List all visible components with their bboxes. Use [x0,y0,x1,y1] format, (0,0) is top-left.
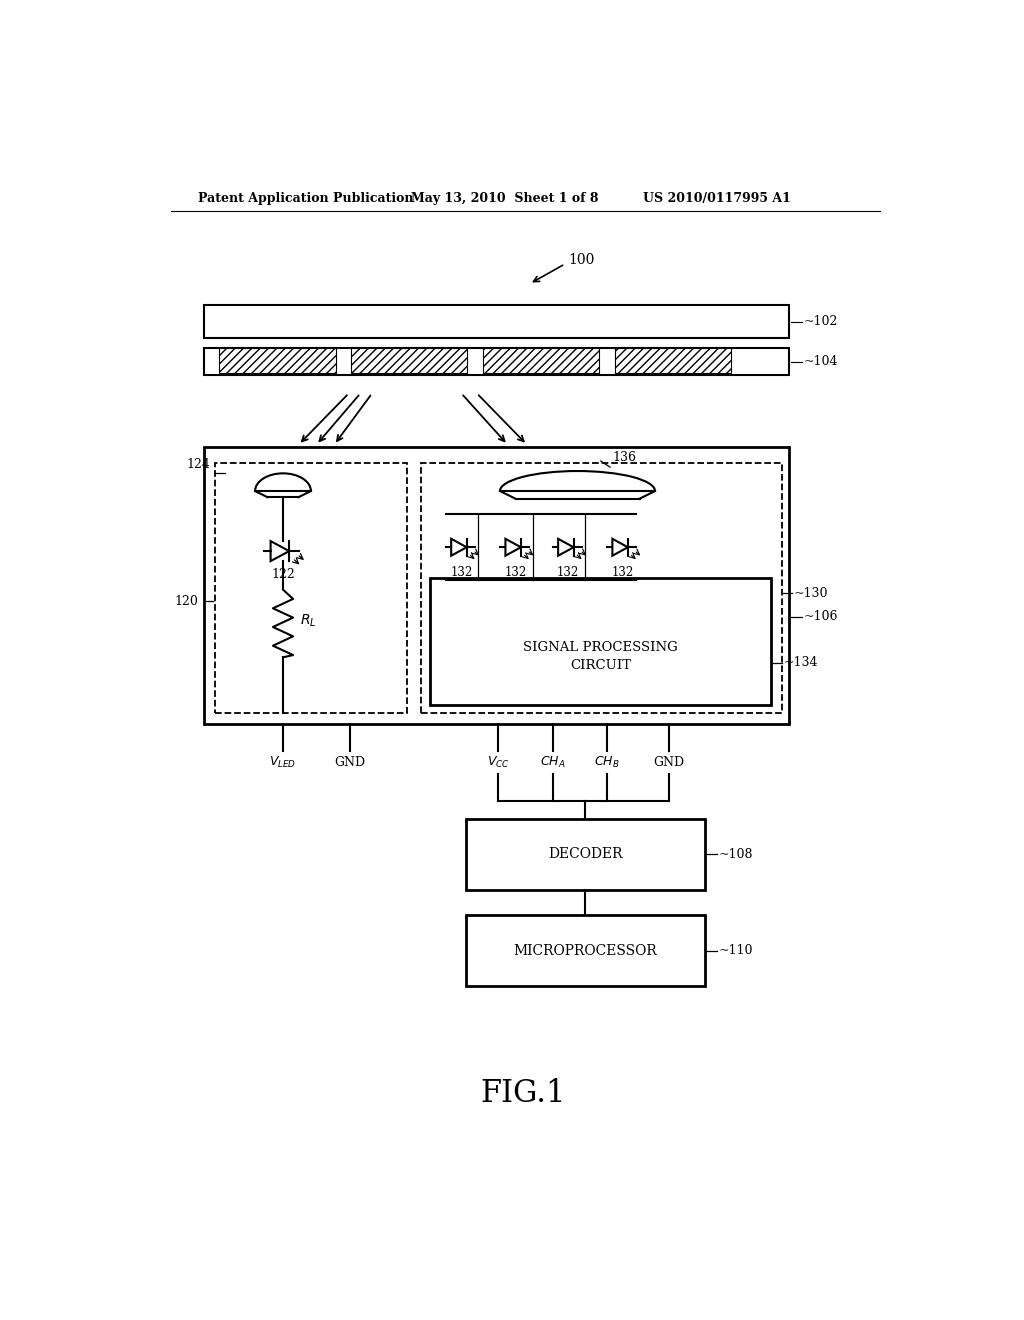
Text: 122: 122 [271,568,295,581]
Bar [219,348,336,374]
Text: 120: 120 [174,594,199,607]
Text: 132: 132 [557,566,580,579]
Bar [483,348,599,374]
Text: ~104: ~104 [804,355,839,368]
Bar [466,818,705,890]
Text: $V_{CC}$: $V_{CC}$ [487,755,510,771]
Bar [351,348,467,374]
Text: $V_{LED}$: $V_{LED}$ [269,755,297,771]
Bar [466,915,705,986]
Text: CIRCUIT: CIRCUIT [570,659,631,672]
Text: ~106: ~106 [804,610,839,623]
Text: 136: 136 [612,450,636,463]
Text: $CH_A$: $CH_A$ [540,755,565,771]
Bar [483,348,599,374]
Text: GND: GND [653,756,684,770]
Text: 132: 132 [505,566,526,579]
Text: FIG.1: FIG.1 [480,1078,566,1109]
Text: SIGNAL PROCESSING: SIGNAL PROCESSING [523,640,678,653]
Text: GND: GND [334,756,366,770]
Text: $CH_B$: $CH_B$ [594,755,620,771]
Text: Patent Application Publication: Patent Application Publication [198,191,414,205]
Bar [204,348,790,375]
Text: 132: 132 [451,566,472,579]
Text: DECODER: DECODER [548,847,623,862]
Text: ~110: ~110 [719,944,753,957]
Text: MICROPROCESSOR: MICROPROCESSOR [513,944,657,958]
Bar [614,348,731,374]
Text: 132: 132 [611,566,634,579]
Text: ~102: ~102 [804,315,839,329]
Bar [351,348,467,374]
Bar [430,578,771,705]
Text: ~134: ~134 [783,656,818,669]
Bar [421,462,782,713]
Text: US 2010/0117995 A1: US 2010/0117995 A1 [643,191,792,205]
Text: $R_L$: $R_L$ [300,612,316,628]
Bar [204,447,790,725]
Bar [219,348,336,374]
Text: 100: 100 [568,253,595,267]
Bar [614,348,731,374]
Bar [215,462,407,713]
Text: May 13, 2010  Sheet 1 of 8: May 13, 2010 Sheet 1 of 8 [411,191,598,205]
Text: 124: 124 [186,458,210,471]
Text: ~130: ~130 [794,587,828,601]
Bar [204,305,790,338]
Text: ~108: ~108 [719,847,753,861]
